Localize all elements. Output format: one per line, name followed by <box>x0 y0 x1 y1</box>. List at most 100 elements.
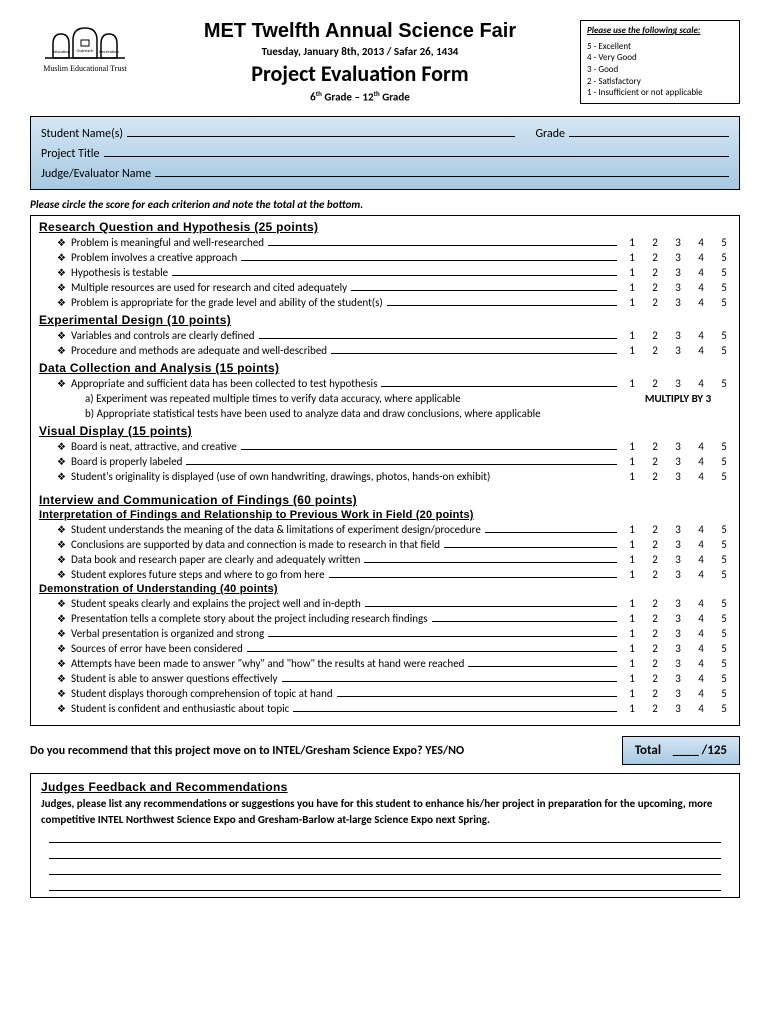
score-4[interactable]: 4 <box>694 251 708 264</box>
score-1[interactable]: 1 <box>625 642 639 655</box>
score-1[interactable]: 1 <box>625 568 639 581</box>
score-3[interactable]: 3 <box>671 251 685 264</box>
judge-name-field[interactable] <box>155 165 729 177</box>
score-4[interactable]: 4 <box>694 597 708 610</box>
score-2[interactable]: 2 <box>648 251 662 264</box>
score-3[interactable]: 3 <box>671 568 685 581</box>
criterion-underline[interactable] <box>186 455 617 465</box>
criterion-underline[interactable] <box>468 657 617 667</box>
score-1[interactable]: 1 <box>625 470 639 483</box>
score-options[interactable]: 12345 <box>625 296 731 309</box>
score-4[interactable]: 4 <box>694 296 708 309</box>
score-3[interactable]: 3 <box>671 296 685 309</box>
score-options[interactable]: 12345 <box>625 281 731 294</box>
score-options[interactable]: 12345 <box>625 470 731 483</box>
score-4[interactable]: 4 <box>694 553 708 566</box>
score-1[interactable]: 1 <box>625 672 639 685</box>
score-options[interactable]: 12345 <box>625 236 731 249</box>
criterion-underline[interactable] <box>241 440 617 450</box>
criterion-underline[interactable] <box>172 266 617 276</box>
score-4[interactable]: 4 <box>694 538 708 551</box>
score-2[interactable]: 2 <box>648 377 662 390</box>
score-2[interactable]: 2 <box>648 538 662 551</box>
score-4[interactable]: 4 <box>694 470 708 483</box>
score-1[interactable]: 1 <box>625 266 639 279</box>
score-3[interactable]: 3 <box>671 236 685 249</box>
score-1[interactable]: 1 <box>625 455 639 468</box>
score-1[interactable]: 1 <box>625 281 639 294</box>
score-1[interactable]: 1 <box>625 687 639 700</box>
criterion-underline[interactable] <box>351 281 617 291</box>
score-4[interactable]: 4 <box>694 344 708 357</box>
score-3[interactable]: 3 <box>671 455 685 468</box>
score-1[interactable]: 1 <box>625 612 639 625</box>
score-5[interactable]: 5 <box>717 281 731 294</box>
score-3[interactable]: 3 <box>671 672 685 685</box>
criterion-underline[interactable] <box>432 612 617 622</box>
score-3[interactable]: 3 <box>671 470 685 483</box>
score-2[interactable]: 2 <box>648 597 662 610</box>
score-3[interactable]: 3 <box>671 523 685 536</box>
criterion-underline[interactable] <box>331 344 617 354</box>
score-options[interactable]: 12345 <box>625 568 731 581</box>
criterion-underline[interactable] <box>247 642 617 652</box>
score-2[interactable]: 2 <box>648 266 662 279</box>
score-options[interactable]: 12345 <box>625 627 731 640</box>
score-5[interactable]: 5 <box>717 553 731 566</box>
score-1[interactable]: 1 <box>625 296 639 309</box>
score-options[interactable]: 12345 <box>625 440 731 453</box>
score-options[interactable]: 12345 <box>625 553 731 566</box>
score-options[interactable]: 12345 <box>625 702 731 715</box>
score-1[interactable]: 1 <box>625 538 639 551</box>
score-5[interactable]: 5 <box>717 568 731 581</box>
score-options[interactable]: 12345 <box>625 642 731 655</box>
score-3[interactable]: 3 <box>671 702 685 715</box>
score-2[interactable]: 2 <box>648 702 662 715</box>
score-4[interactable]: 4 <box>694 236 708 249</box>
score-5[interactable]: 5 <box>717 657 731 670</box>
score-3[interactable]: 3 <box>671 642 685 655</box>
score-1[interactable]: 1 <box>625 344 639 357</box>
score-options[interactable]: 12345 <box>625 523 731 536</box>
score-1[interactable]: 1 <box>625 236 639 249</box>
score-4[interactable]: 4 <box>694 440 708 453</box>
score-4[interactable]: 4 <box>694 642 708 655</box>
score-3[interactable]: 3 <box>671 612 685 625</box>
score-options[interactable]: 12345 <box>625 329 731 342</box>
score-3[interactable]: 3 <box>671 657 685 670</box>
score-options[interactable]: 12345 <box>625 597 731 610</box>
score-options[interactable]: 12345 <box>625 672 731 685</box>
score-2[interactable]: 2 <box>648 470 662 483</box>
score-2[interactable]: 2 <box>648 329 662 342</box>
score-3[interactable]: 3 <box>671 266 685 279</box>
score-3[interactable]: 3 <box>671 281 685 294</box>
score-3[interactable]: 3 <box>671 597 685 610</box>
score-4[interactable]: 4 <box>694 455 708 468</box>
score-3[interactable]: 3 <box>671 538 685 551</box>
criterion-underline[interactable] <box>293 702 617 712</box>
score-2[interactable]: 2 <box>648 344 662 357</box>
score-options[interactable]: 12345 <box>625 612 731 625</box>
criterion-underline[interactable] <box>494 470 617 480</box>
score-5[interactable]: 5 <box>717 642 731 655</box>
score-2[interactable]: 2 <box>648 687 662 700</box>
criterion-underline[interactable] <box>387 296 617 306</box>
score-5[interactable]: 5 <box>717 344 731 357</box>
criterion-underline[interactable] <box>337 687 617 697</box>
score-4[interactable]: 4 <box>694 702 708 715</box>
score-4[interactable]: 4 <box>694 523 708 536</box>
score-1[interactable]: 1 <box>625 702 639 715</box>
feedback-line[interactable] <box>49 827 721 843</box>
score-5[interactable]: 5 <box>717 329 731 342</box>
score-5[interactable]: 5 <box>717 236 731 249</box>
score-2[interactable]: 2 <box>648 672 662 685</box>
score-5[interactable]: 5 <box>717 377 731 390</box>
score-2[interactable]: 2 <box>648 553 662 566</box>
score-2[interactable]: 2 <box>648 296 662 309</box>
score-5[interactable]: 5 <box>717 538 731 551</box>
feedback-line[interactable] <box>49 843 721 859</box>
score-4[interactable]: 4 <box>694 612 708 625</box>
score-1[interactable]: 1 <box>625 597 639 610</box>
score-4[interactable]: 4 <box>694 281 708 294</box>
score-options[interactable]: 12345 <box>625 687 731 700</box>
